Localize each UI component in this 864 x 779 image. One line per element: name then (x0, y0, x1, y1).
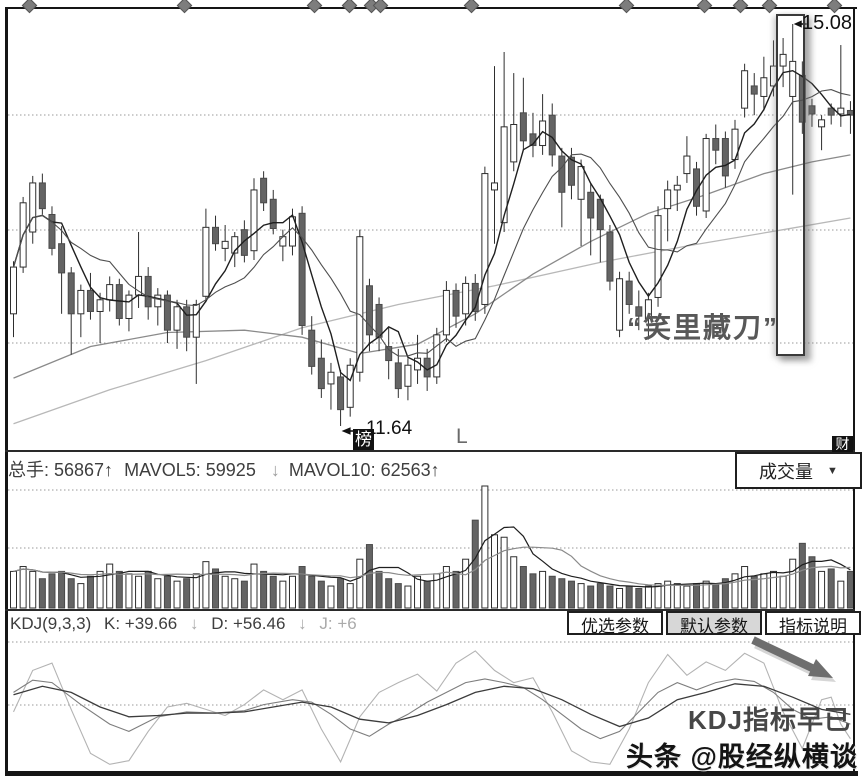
kdj-name: KDJ(9,3,3) (10, 614, 92, 633)
pattern-annotation: “笑里藏刀” (627, 312, 780, 343)
mavol10-value: MAVOL10: 62563↑ (288, 460, 440, 480)
price-volume-separator (5, 450, 855, 452)
kdj-k-value: K: +39.66 (103, 614, 178, 633)
kdj-k-trend-icon: ↓ (189, 614, 199, 633)
watermark-letter-l: L (456, 425, 468, 448)
kdj-d-value: D: +56.46 (211, 614, 286, 633)
kdj-parameter-buttons: 优选参数 默认参数 指标说明 (567, 611, 861, 636)
kdj-j-value: J: +6 (319, 614, 357, 633)
preferred-params-button[interactable]: 优选参数 (567, 611, 663, 636)
dropdown-arrow-icon: ▼ (827, 464, 838, 477)
mavol5-value: MAVOL5: 59925 (124, 460, 256, 480)
channel-watermark: 头条 @股经纵横谈 (626, 742, 858, 772)
kdj-readout: KDJ(9,3,3) K: +39.66 ↓ D: +56.46 ↓ J: +6 (10, 614, 365, 634)
watermark-stamp-cai: 财 (832, 436, 853, 452)
chart-frame-left (5, 7, 8, 775)
high-price-label: 15.08 (802, 12, 853, 34)
kdj-d-trend-icon: ↓ (298, 614, 307, 633)
mavol5-trend-icon: ↓ (270, 460, 280, 480)
chart-frame-top (5, 7, 857, 9)
chart-frame-right (853, 7, 855, 775)
pattern-highlight-box (776, 14, 805, 356)
indicator-help-button[interactable]: 指标说明 (765, 611, 861, 636)
volume-readout: 总手: 56867↑ MAVOL5: 59925 ↓ MAVOL10: 6256… (8, 456, 446, 482)
watermark-stamp-bang: 榜 (353, 429, 374, 450)
indicator-selector-label: 成交量 (759, 461, 814, 482)
default-params-button[interactable]: 默认参数 (666, 611, 762, 636)
volume-total: 总手: 56867↑ (8, 460, 114, 480)
indicator-selector-dropdown[interactable]: 成交量 ▼ (735, 452, 862, 489)
kdj-caption-text: KDJ指标早已 (688, 705, 852, 735)
low-price-label: 11.64 (366, 418, 413, 439)
chart-frame-bottom (5, 771, 858, 776)
volume-kdj-separator (5, 609, 855, 611)
